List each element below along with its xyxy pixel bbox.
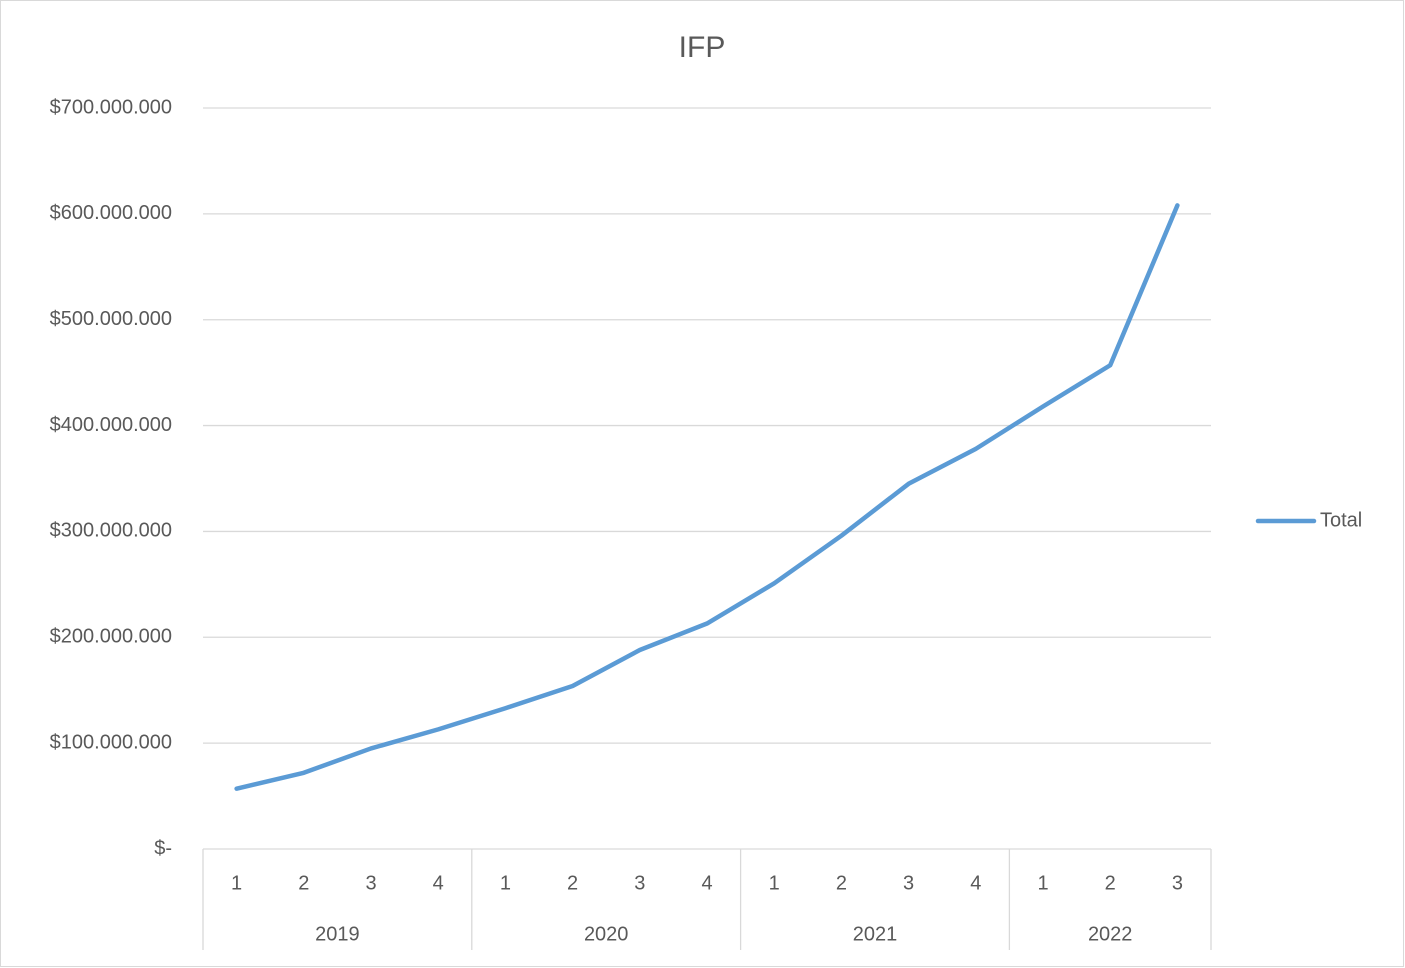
y-tick-label: $600.000.000	[50, 202, 172, 224]
x-tick-label: 2	[836, 872, 847, 894]
y-tick-label: $700.000.000	[50, 96, 172, 118]
y-tick-label: $400.000.000	[50, 414, 172, 436]
legend-label: Total	[1320, 509, 1362, 531]
group-label: 2022	[1088, 923, 1133, 945]
group-label: 2019	[315, 923, 360, 945]
x-tick-label: 1	[231, 872, 242, 894]
x-tick-label: 3	[634, 872, 645, 894]
y-tick-label: $500.000.000	[50, 308, 172, 330]
chart-title: IFP	[679, 31, 726, 64]
x-tick-label: 1	[769, 872, 780, 894]
x-tick-label: 1	[1037, 872, 1048, 894]
x-tick-label: 2	[1105, 872, 1116, 894]
x-tick-label: 4	[433, 872, 444, 894]
x-tick-label: 4	[701, 872, 712, 894]
x-tick-label: 1	[500, 872, 511, 894]
y-tick-label: $200.000.000	[50, 626, 172, 648]
x-tick-label: 2	[567, 872, 578, 894]
x-tick-label: 2	[298, 872, 309, 894]
x-tick-label: 4	[970, 872, 981, 894]
group-label: 2021	[853, 923, 898, 945]
x-tick-label: 3	[365, 872, 376, 894]
x-tick-label: 3	[903, 872, 914, 894]
series-line	[234, 203, 1180, 791]
group-label: 2020	[584, 923, 629, 945]
y-tick-label: $300.000.000	[50, 520, 172, 542]
y-tick-label: $-	[154, 837, 172, 859]
x-tick-label: 3	[1172, 872, 1183, 894]
y-tick-label: $100.000.000	[50, 731, 172, 753]
